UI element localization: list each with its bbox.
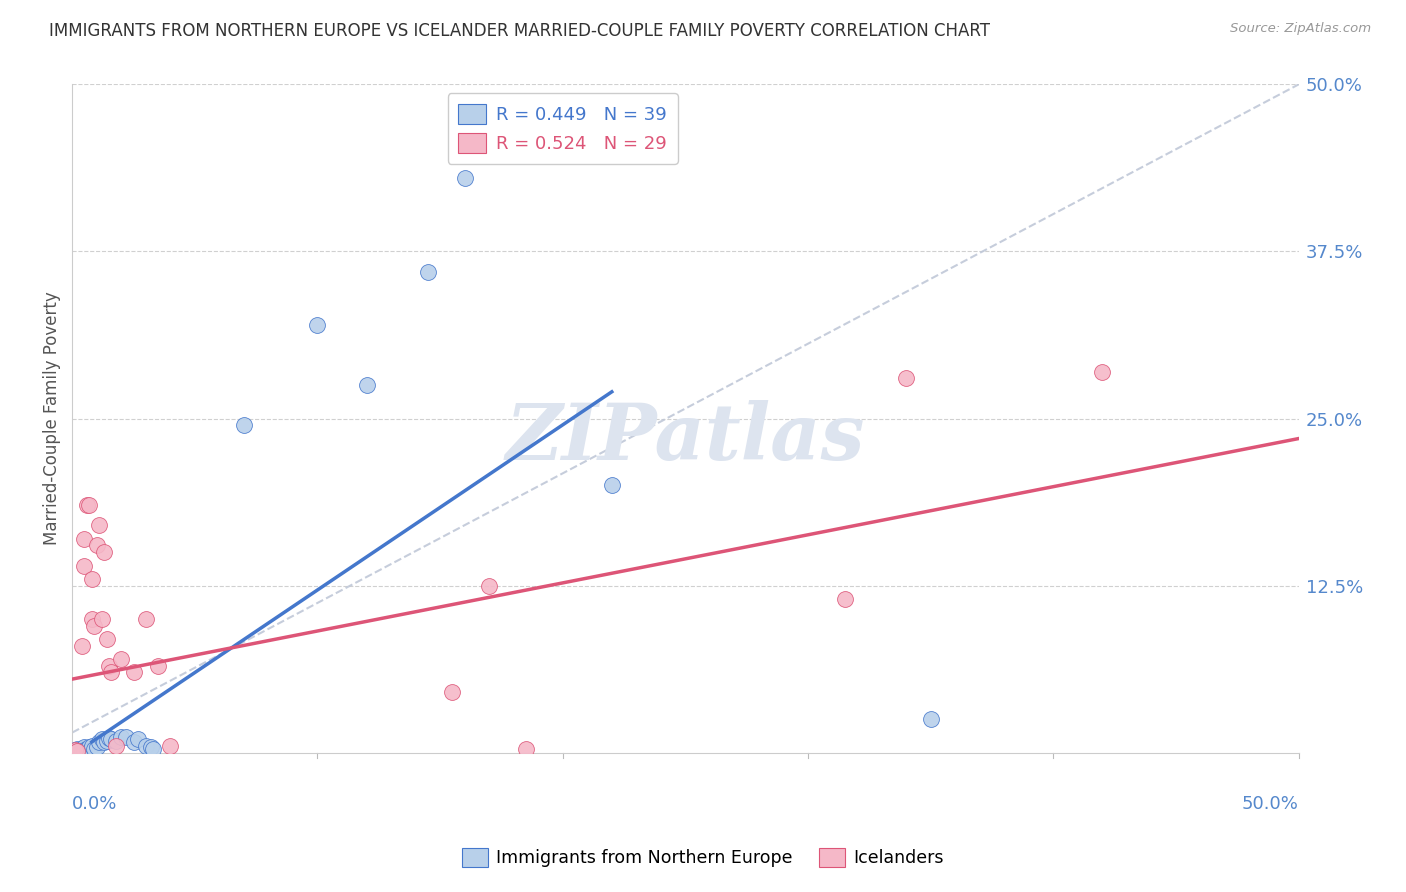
Point [453, 171, 475, 186]
Point [1091, 365, 1114, 379]
Point [73, 558, 96, 573]
Point [80, 739, 103, 753]
Point [441, 685, 464, 699]
Legend: Immigrants from Northern Europe, Icelanders: Immigrants from Northern Europe, Iceland… [454, 841, 952, 874]
Point [135, 739, 157, 753]
Point [98, 658, 121, 673]
Point [100, 665, 122, 680]
Point [478, 578, 501, 592]
Point [356, 378, 378, 392]
Point [139, 740, 162, 755]
Point [122, 735, 145, 749]
Point [66, 744, 89, 758]
Point [93, 735, 115, 749]
Point [100, 732, 122, 747]
Point [416, 264, 439, 278]
Point [86, 539, 108, 553]
Point [76, 743, 98, 757]
Point [920, 712, 942, 726]
Point [70, 741, 93, 756]
Point [110, 652, 132, 666]
Text: Source: ZipAtlas.com: Source: ZipAtlas.com [1230, 22, 1371, 36]
Point [69, 744, 91, 758]
Point [159, 739, 181, 753]
Point [105, 733, 128, 747]
Text: 0.0%: 0.0% [72, 796, 118, 814]
Point [66, 744, 89, 758]
Point [76, 741, 98, 756]
Point [79, 499, 101, 513]
Point [115, 730, 138, 744]
Point [86, 740, 108, 755]
Text: IMMIGRANTS FROM NORTHERN EUROPE VS ICELANDER MARRIED-COUPLE FAMILY POVERTY CORRE: IMMIGRANTS FROM NORTHERN EUROPE VS ICELA… [49, 22, 990, 40]
Point [894, 371, 917, 385]
Point [83, 741, 105, 756]
Point [80, 572, 103, 586]
Point [73, 743, 96, 757]
Point [70, 744, 93, 758]
Point [122, 665, 145, 680]
Point [69, 743, 91, 757]
Point [127, 732, 149, 747]
Point [63, 743, 86, 757]
Point [83, 618, 105, 632]
Point [90, 612, 112, 626]
Point [79, 740, 101, 755]
Point [515, 741, 537, 756]
Point [73, 740, 96, 755]
Point [76, 499, 98, 513]
Point [80, 612, 103, 626]
Point [63, 743, 86, 757]
Point [105, 739, 128, 753]
Point [232, 418, 254, 433]
Point [66, 741, 89, 756]
Point [89, 518, 111, 533]
Point [307, 318, 329, 332]
Point [90, 732, 112, 747]
Point [142, 741, 165, 756]
Point [96, 632, 118, 646]
Point [600, 478, 623, 492]
Point [834, 591, 856, 606]
Point [70, 639, 93, 653]
Point [93, 545, 115, 559]
Y-axis label: Married-Couple Family Poverty: Married-Couple Family Poverty [44, 292, 60, 545]
Text: ZIPatlas: ZIPatlas [506, 401, 865, 477]
Point [98, 731, 121, 745]
Point [89, 735, 111, 749]
Point [135, 612, 157, 626]
Point [110, 730, 132, 744]
Point [73, 532, 96, 546]
Point [96, 733, 118, 747]
Point [63, 744, 86, 758]
Text: 50.0%: 50.0% [1241, 796, 1299, 814]
Legend: R = 0.449   N = 39, R = 0.524   N = 29: R = 0.449 N = 39, R = 0.524 N = 29 [447, 94, 678, 164]
Point [73, 744, 96, 758]
Point [146, 658, 169, 673]
Point [79, 744, 101, 758]
